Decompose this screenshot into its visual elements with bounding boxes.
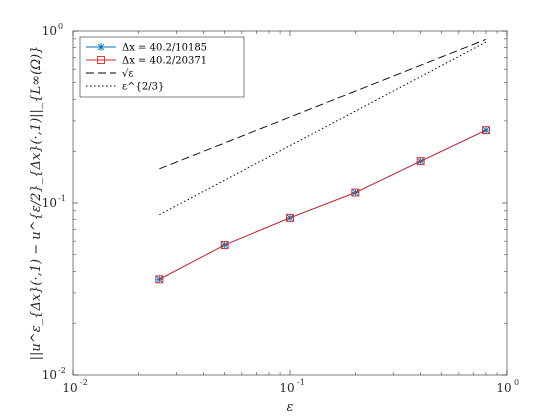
series-2 [159, 38, 487, 170]
series-1 [155, 126, 490, 284]
x-tick-exponent: 0 [514, 378, 519, 387]
y-tick-exponent: 0 [58, 22, 63, 31]
legend-label-1: Δx = 40.2/20371 [122, 56, 207, 67]
data-point-1-3 [351, 188, 360, 197]
data-point-1-0 [155, 275, 164, 284]
series-3 [159, 41, 487, 216]
series-line-3 [159, 41, 487, 216]
data-point-1-5 [482, 126, 490, 135]
legend-marker-1 [97, 56, 105, 64]
legend-label-0: Δx = 40.2/10185 [122, 43, 207, 54]
x-tick-exponent: -1 [297, 378, 305, 387]
series-line-2 [159, 38, 487, 170]
x-axis-label: ε [287, 400, 294, 415]
legend-marker-0 [97, 43, 105, 51]
legend-label-3: ε^{2/3} [122, 82, 164, 93]
data-point-0-5 [481, 126, 490, 135]
x-tick-exponent: -2 [80, 378, 88, 387]
y-tick-exponent: -2 [58, 366, 66, 375]
axes-box [72, 30, 508, 376]
y-tick-exponent: -1 [58, 194, 66, 203]
data-point-1-1 [220, 241, 229, 249]
series-line-1 [159, 129, 487, 280]
data-point-1-2 [286, 213, 294, 222]
y-tick-label: 10 [42, 24, 57, 38]
x-tick-label: 10 [62, 381, 77, 395]
y-tick-label: 10 [42, 368, 57, 382]
x-tick-label: 10 [496, 381, 511, 395]
legend-label-2: √ε [122, 69, 134, 80]
x-tick-label: 10 [279, 381, 294, 395]
data-point-1-4 [416, 157, 425, 166]
y-axis-label: ||u^ε_{Δx}(·,1) − u^{ε/2}_{Δx}(·,1)||_{L… [29, 46, 44, 361]
y-tick-label: 10 [42, 196, 57, 210]
